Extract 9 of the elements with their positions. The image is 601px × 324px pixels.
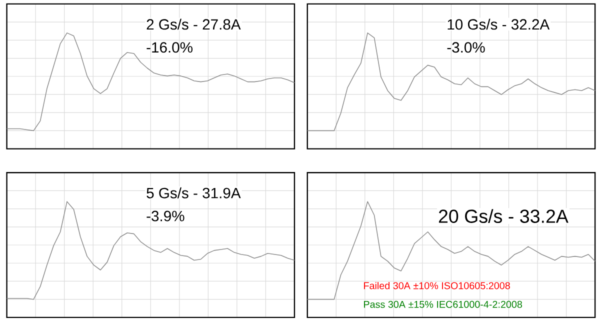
chart-subtitle: -16.0% (146, 42, 192, 53)
chart-subtitle: -3.0% (447, 42, 485, 53)
chart-subtitle: -3.9% (146, 210, 184, 222)
annotation: Failed 30A ±10% ISO10605:2008 (364, 282, 510, 290)
chart-title: 2 Gs/s - 27.8A (146, 18, 241, 30)
text: Pass 30A ±15% IEC61000-4-2:2008 (364, 300, 522, 308)
chart-title: 5 Gs/s - 31.9A (146, 187, 241, 198)
chart-title: 20 Gs/s - 33.2A (438, 209, 568, 223)
chart-title: 10 Gs/s - 32.2A (448, 18, 550, 30)
